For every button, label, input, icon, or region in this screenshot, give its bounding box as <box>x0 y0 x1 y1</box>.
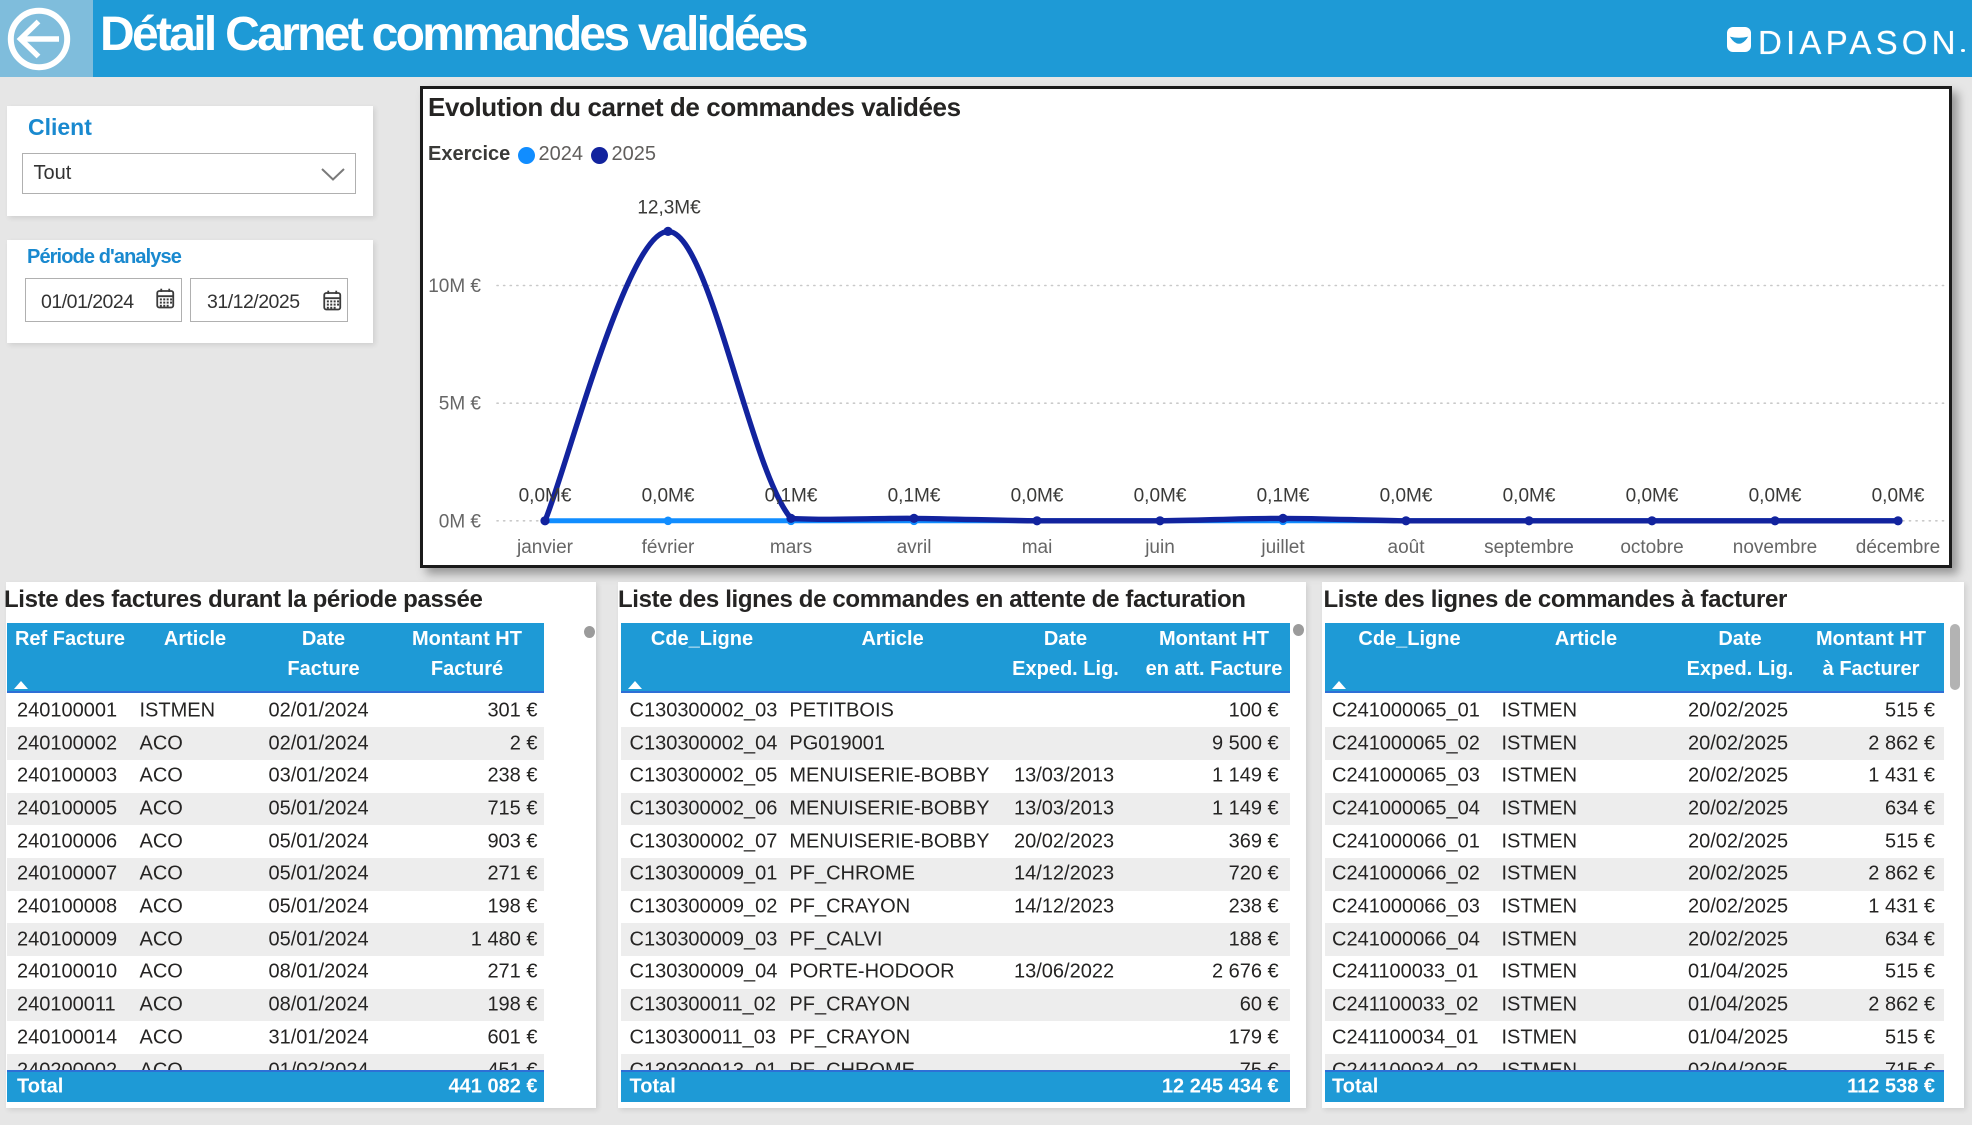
svg-text:mars: mars <box>770 537 812 558</box>
svg-text:octobre: octobre <box>1620 537 1683 558</box>
svg-text:0,0M€: 0,0M€ <box>1503 486 1556 507</box>
svg-text:0,0M€: 0,0M€ <box>1872 486 1925 507</box>
svg-text:0,0M€: 0,0M€ <box>1011 486 1064 507</box>
svg-text:10M €: 10M € <box>428 276 481 297</box>
svg-text:12,3M€: 12,3M€ <box>637 198 701 219</box>
svg-text:0,0M€: 0,0M€ <box>519 486 572 507</box>
svg-text:juin: juin <box>1144 537 1175 558</box>
svg-text:0,1M€: 0,1M€ <box>765 486 818 507</box>
svg-text:0,1M€: 0,1M€ <box>1257 486 1310 507</box>
svg-text:0,0M€: 0,0M€ <box>1380 486 1433 507</box>
svg-text:0,0M€: 0,0M€ <box>1626 486 1679 507</box>
svg-text:mai: mai <box>1022 537 1053 558</box>
svg-text:février: février <box>642 537 695 558</box>
svg-text:0M €: 0M € <box>439 511 482 532</box>
svg-text:septembre: septembre <box>1484 537 1574 558</box>
svg-text:0,0M€: 0,0M€ <box>642 486 695 507</box>
svg-text:0,1M€: 0,1M€ <box>888 486 941 507</box>
svg-text:novembre: novembre <box>1733 537 1818 558</box>
svg-text:avril: avril <box>897 537 932 558</box>
svg-text:0,0M€: 0,0M€ <box>1749 486 1802 507</box>
svg-text:décembre: décembre <box>1856 537 1941 558</box>
svg-text:0,0M€: 0,0M€ <box>1134 486 1187 507</box>
svg-text:janvier: janvier <box>516 537 574 558</box>
svg-text:août: août <box>1388 537 1426 558</box>
svg-text:juillet: juillet <box>1260 537 1305 558</box>
svg-text:5M €: 5M € <box>439 394 482 415</box>
